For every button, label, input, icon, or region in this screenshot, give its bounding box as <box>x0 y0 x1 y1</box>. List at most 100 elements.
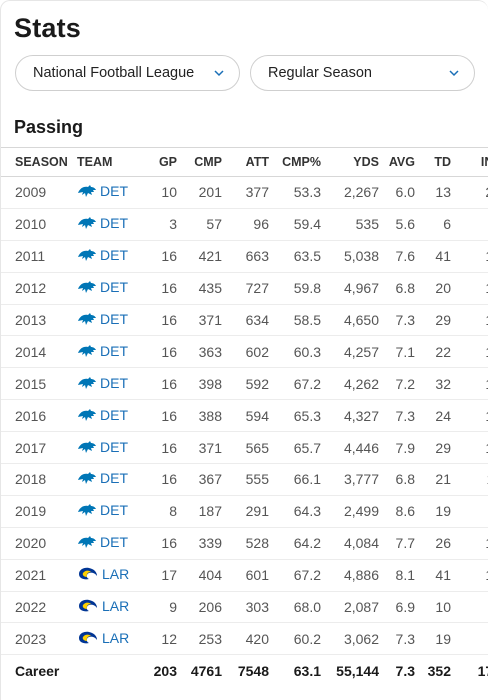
row-att: 303 <box>222 591 269 624</box>
row-cmp-pct: 63.5 <box>269 240 321 273</box>
row-att: 592 <box>222 367 269 401</box>
row-yds: 5,038 <box>321 240 379 273</box>
row-season: 2011 <box>1 240 77 273</box>
row-att: 291 <box>222 495 269 528</box>
row-season: 2017 <box>1 431 77 465</box>
row-yds: 2,267 <box>321 176 379 209</box>
row-avg: 7.2 <box>379 367 415 401</box>
team-link[interactable]: LAR <box>102 566 130 583</box>
row-team[interactable]: DET <box>77 431 133 465</box>
column-header-gp[interactable]: GP <box>133 147 177 177</box>
career-totals-row: Career 203 4761 7548 63.1 55,144 7.3 352… <box>1 654 488 687</box>
row-int: 19 <box>451 304 488 337</box>
team-link[interactable]: DET <box>100 534 128 551</box>
row-avg: 5.6 <box>379 208 415 241</box>
row-gp: 16 <box>133 304 177 337</box>
row-team[interactable]: DET <box>77 335 133 369</box>
row-team[interactable]: LAR <box>77 622 133 656</box>
row-cmp: 371 <box>177 304 222 337</box>
row-int: 12 <box>451 335 488 369</box>
column-header-cmp-pct[interactable]: CMP% <box>269 147 321 177</box>
column-header-avg[interactable]: AVG <box>379 147 415 177</box>
league-select[interactable]: National Football League <box>15 55 240 91</box>
season-type-select-value: Regular Season <box>268 65 372 81</box>
row-cmp-pct: 53.3 <box>269 176 321 209</box>
column-header-cmp[interactable]: CMP <box>177 147 222 177</box>
row-gp: 10 <box>133 176 177 209</box>
row-team[interactable]: DET <box>77 367 133 401</box>
row-gp: 16 <box>133 272 177 305</box>
team-link[interactable]: DET <box>100 311 128 327</box>
row-td: 41 <box>415 240 451 273</box>
row-season: 2013 <box>1 304 77 337</box>
row-team[interactable]: DET <box>77 495 133 528</box>
row-int: 11 <box>451 463 488 496</box>
team-link[interactable]: DET <box>100 279 128 296</box>
season-type-select[interactable]: Regular Season <box>250 55 475 91</box>
row-gp: 16 <box>133 431 177 465</box>
career-cmp-pct: 63.1 <box>269 654 321 687</box>
career-label: Career <box>1 654 77 687</box>
team-link[interactable]: DET <box>100 183 128 200</box>
career-team <box>77 654 133 687</box>
team-link[interactable]: DET <box>100 374 128 391</box>
row-cmp-pct: 64.2 <box>269 527 321 560</box>
team-link[interactable]: DET <box>100 342 128 359</box>
row-cmp-pct: 60.2 <box>269 622 321 656</box>
row-team[interactable]: DET <box>77 240 133 273</box>
row-att: 96 <box>222 208 269 241</box>
row-team[interactable]: LAR <box>77 591 133 624</box>
row-yds: 4,084 <box>321 527 379 560</box>
row-int: 10 <box>451 527 488 560</box>
column-header-att[interactable]: ATT <box>222 147 269 177</box>
row-gp: 16 <box>133 527 177 560</box>
row-team[interactable]: DET <box>77 463 133 496</box>
row-cmp-pct: 58.5 <box>269 304 321 337</box>
column-header-team[interactable]: TEAM <box>77 147 133 177</box>
column-header-int[interactable]: INT <box>451 147 488 177</box>
column-header-td[interactable]: TD <box>415 147 451 177</box>
column-header-season[interactable]: SEASON <box>1 147 77 177</box>
row-yds: 4,446 <box>321 431 379 465</box>
row-cmp-pct: 65.7 <box>269 431 321 465</box>
row-cmp: 363 <box>177 335 222 369</box>
team-link[interactable]: DET <box>100 406 128 423</box>
lions-logo-icon <box>78 313 96 325</box>
column-header-yds[interactable]: YDS <box>321 147 379 177</box>
row-td: 20 <box>415 272 451 305</box>
row-team[interactable]: LAR <box>77 559 133 592</box>
row-cmp: 253 <box>177 622 222 656</box>
row-yds: 4,886 <box>321 559 379 592</box>
row-cmp-pct: 59.4 <box>269 208 321 241</box>
row-gp: 16 <box>133 335 177 369</box>
row-gp: 16 <box>133 399 177 433</box>
row-team[interactable]: DET <box>77 399 133 433</box>
team-link[interactable]: DET <box>100 438 128 455</box>
row-gp: 17 <box>133 559 177 592</box>
row-season: 2012 <box>1 272 77 305</box>
row-td: 19 <box>415 622 451 656</box>
team-link[interactable]: DET <box>100 502 128 519</box>
row-avg: 6.0 <box>379 176 415 209</box>
row-gp: 16 <box>133 240 177 273</box>
row-team[interactable]: DET <box>77 304 133 337</box>
row-team[interactable]: DET <box>77 208 133 241</box>
team-link[interactable]: DET <box>100 215 128 232</box>
row-cmp-pct: 65.3 <box>269 399 321 433</box>
row-td: 41 <box>415 559 451 592</box>
team-link[interactable]: LAR <box>102 629 130 646</box>
row-team[interactable]: DET <box>77 527 133 560</box>
team-link[interactable]: DET <box>100 247 128 264</box>
team-link[interactable]: DET <box>100 470 128 487</box>
team-link[interactable]: LAR <box>102 598 130 615</box>
row-team[interactable]: DET <box>77 272 133 305</box>
row-td: 26 <box>415 527 451 560</box>
row-team[interactable]: DET <box>77 176 133 209</box>
row-cmp: 339 <box>177 527 222 560</box>
